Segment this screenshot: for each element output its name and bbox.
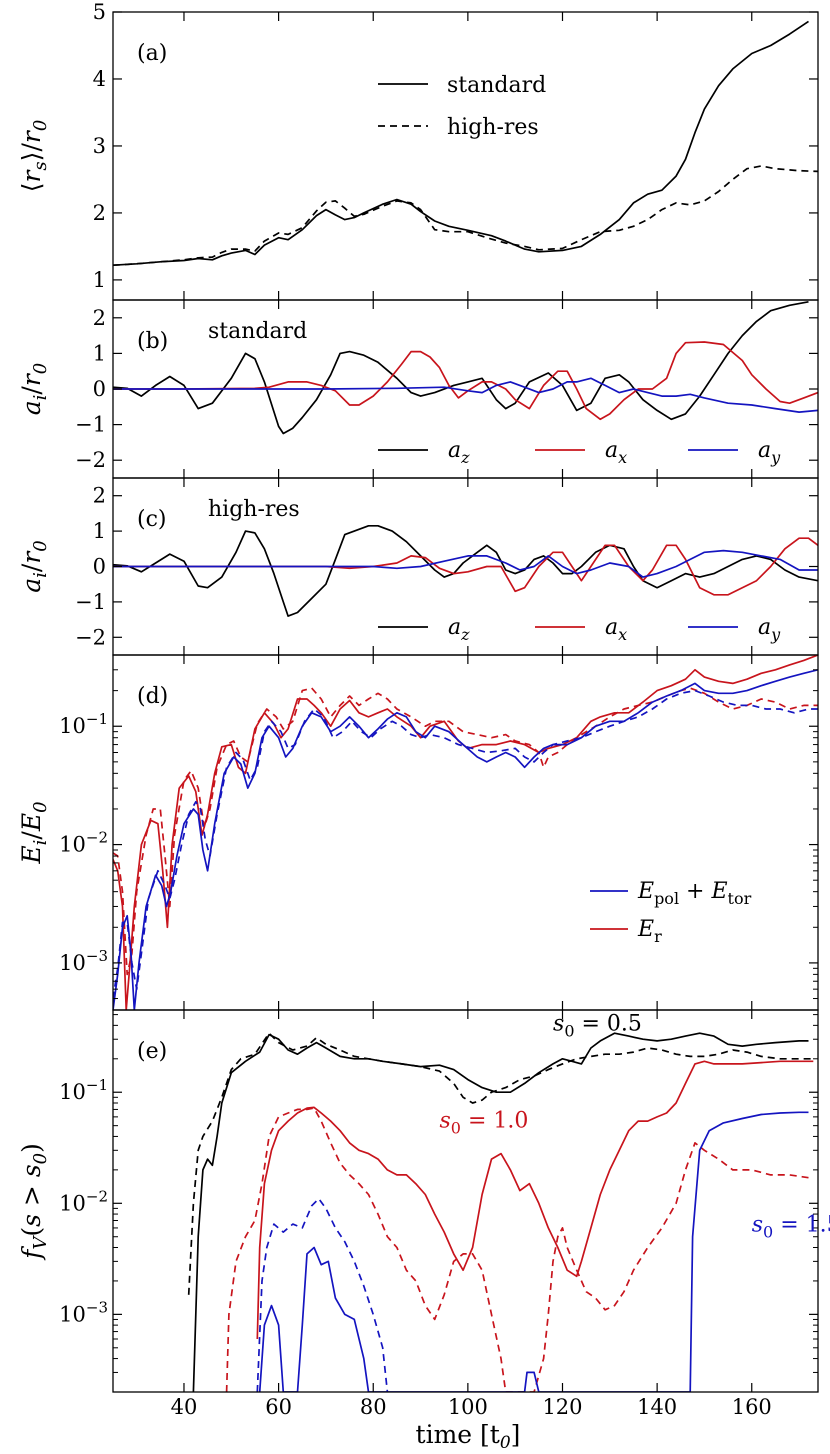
panel-e: 10−3 10−2 10−1 fV(s > s0) (e) s0 = 0.5 s0 = 1.… — [17, 1009, 830, 1393]
x-axis-label: time [t0] — [416, 1420, 521, 1453]
panel-a: 1 2 3 4 5 ⟨rs⟩/r0 (a) standard high-res — [17, 0, 819, 301]
legend-label-c-2: ay — [758, 615, 781, 644]
panel-b: −2 −1 0 1 2 ai/r0 (b) standard az ax ay — [17, 299, 819, 479]
x-tick-label: 120 — [542, 1395, 582, 1419]
series-line-a-1 — [113, 165, 818, 267]
panel-c: −2 −1 0 1 2 ai/r0 (c) high-res az ax ay — [17, 477, 819, 656]
x-tick-label: 140 — [637, 1395, 677, 1419]
panels: 1 2 3 4 5 ⟨rs⟩/r0 (a) standard high-res −2 −1 0 1 2 ai… — [17, 0, 830, 1393]
series-line-c-0 — [113, 524, 818, 617]
annotation-s0-1: s0 = 1.0 — [439, 1109, 528, 1138]
legend-label-b-2: ay — [758, 438, 781, 467]
series-line-e-0 — [192, 1032, 809, 1392]
panel-title-b: standard — [208, 319, 307, 344]
series-line-b-1 — [113, 341, 818, 421]
series-line-e-5 — [256, 1197, 389, 1392]
y-tick-label-d: 10−3 — [59, 947, 108, 975]
series-line-c-2 — [113, 549, 818, 578]
x-axis-label-sub: 0 — [500, 1433, 511, 1453]
panel-d-frame — [112, 654, 819, 1011]
legend-label-d-1: Er — [637, 917, 662, 946]
panel-title-c: high-res — [208, 497, 300, 522]
series-line-e-3 — [225, 1107, 809, 1392]
y-tick-label-c: −1 — [75, 590, 106, 614]
x-tick-label: 60 — [265, 1395, 292, 1419]
x-tick-label: 100 — [448, 1395, 488, 1419]
y-tick-label-b: −2 — [75, 448, 106, 472]
panel-e-frame — [112, 1009, 819, 1393]
y-axis-label-b: ai/r0 — [17, 363, 51, 416]
y-tick-label-e: 10−1 — [59, 1076, 108, 1104]
x-tick-label: 160 — [732, 1395, 772, 1419]
annotation-s0-2: s0 = 1.5 — [752, 1212, 830, 1241]
annotation-s0-0: s0 = 0.5 — [553, 1011, 642, 1040]
y-tick-label-c: 2 — [93, 484, 106, 508]
legend-label-c-0: az — [448, 615, 470, 644]
y-axis-label-c: ai/r0 — [17, 540, 51, 593]
panel-a-series — [113, 20, 818, 267]
panel-label-c: (c) — [137, 507, 167, 532]
y-tick-label-a: 1 — [93, 268, 106, 292]
panel-c-series — [113, 524, 818, 617]
legend-label-standard: standard — [447, 73, 546, 98]
legend-label-b-0: az — [448, 438, 470, 467]
y-tick-label-c: −2 — [75, 625, 106, 649]
panel-d-series — [113, 655, 818, 1010]
series-line-a-0 — [113, 20, 809, 267]
y-tick-label-d: 10−2 — [59, 829, 108, 857]
series-line-e-2 — [256, 1060, 814, 1340]
y-tick-label-a: 2 — [93, 201, 106, 225]
y-tick-label-b: 2 — [93, 306, 106, 330]
x-tick-label: 80 — [360, 1395, 387, 1419]
y-tick-label-b: 0 — [93, 377, 106, 401]
series-line-d-3 — [113, 689, 818, 999]
y-tick-label-d: 10−1 — [59, 710, 108, 738]
y-tick-label-e: 10−3 — [59, 1298, 108, 1326]
panel-d: 10−3 10−2 10−1 Ei/E0 (d) Epol + Etor Er — [17, 654, 819, 1011]
y-tick-label-b: 1 — [93, 341, 106, 365]
y-tick-label-c: 1 — [93, 519, 106, 543]
series-line-d-2 — [113, 668, 818, 1010]
legend-label-c-1: ax — [605, 615, 627, 644]
panel-label-b: (b) — [137, 329, 168, 354]
series-line-b-2 — [113, 377, 818, 413]
y-tick-label-b: −1 — [75, 413, 106, 437]
y-tick-label-a: 4 — [93, 67, 106, 91]
legend-label-d-0: Epol + Etor — [637, 879, 752, 908]
series-line-e-4 — [258, 1111, 809, 1392]
series-line-e-1 — [187, 1032, 814, 1295]
series-line-b-0 — [113, 300, 809, 435]
y-axis-label-e: fV(s > s0) — [17, 1143, 51, 1261]
panel-label-d: (d) — [137, 684, 168, 709]
legend-label-b-1: ax — [605, 438, 627, 467]
y-tick-label-a: 5 — [93, 0, 106, 24]
series-line-d-0 — [113, 655, 818, 1010]
y-tick-label-c: 0 — [93, 555, 106, 579]
panel-b-series — [113, 300, 818, 435]
y-tick-label-a: 3 — [93, 134, 106, 158]
y-axis-label-a: ⟨rs⟩/r0 — [17, 120, 51, 193]
series-line-d-1 — [113, 687, 818, 976]
y-tick-label-e: 10−2 — [59, 1187, 108, 1215]
panel-label-e: (e) — [137, 1039, 167, 1064]
x-axis-label-end: ] — [511, 1420, 521, 1449]
y-axis-label-d: Ei/E0 — [17, 801, 51, 864]
legend-label-high-res: high-res — [447, 115, 539, 140]
panel-label-a: (a) — [137, 41, 167, 66]
x-axis: 40 60 80 100 120 140 160 — [171, 1395, 772, 1419]
panel-e-series — [187, 1032, 814, 1392]
x-tick-label: 40 — [171, 1395, 198, 1419]
